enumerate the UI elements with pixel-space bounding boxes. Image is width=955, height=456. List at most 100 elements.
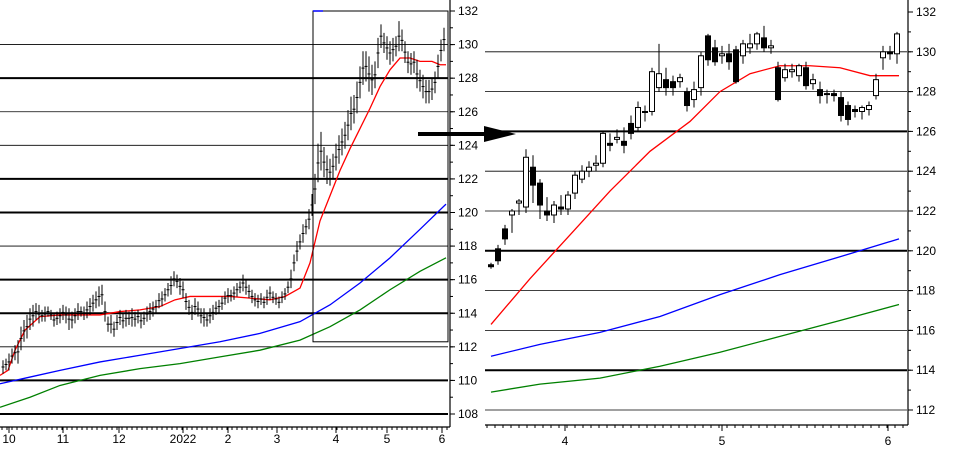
y-tick-label: 112 [916,403,935,417]
candle-body [789,69,795,73]
y-tick-label: 128 [916,85,936,99]
series-line-2 [0,257,447,408]
candle-body [698,55,704,89]
candle-body [544,210,550,216]
candle-body [747,43,753,49]
candle-body [852,109,858,113]
y-tick-label: 124 [916,164,936,178]
candle-body [516,200,522,204]
candle-body [530,166,536,186]
candle-body [859,107,865,112]
y-tick-label: 122 [916,204,936,218]
y-tick-label: 116 [458,273,477,287]
candle-body [635,107,641,128]
candle-body [565,194,571,210]
candle-body [796,65,802,77]
candle-body [537,182,543,206]
series-line-0 [0,57,446,376]
x-tick-label: 4 [333,432,340,446]
candle-body [817,89,823,97]
y-tick-label: 108 [458,407,478,421]
y-tick-label: 114 [458,306,477,320]
candle-body [642,111,648,113]
x-tick-label: 6 [439,432,446,446]
candle-body [824,93,830,96]
candle-body [754,33,760,45]
y-tick-label: 126 [458,105,478,119]
candle-body [593,162,599,166]
candle-body [810,79,816,85]
candle-body [579,170,585,180]
candle-body [873,79,879,97]
y-tick-label: 122 [458,172,478,186]
candle-body [894,33,900,55]
y-tick-label: 132 [458,4,478,18]
candle-body [523,156,529,208]
series-line-0 [490,65,899,325]
candle-body [733,49,739,83]
candle-body [782,69,788,79]
candle-body [495,248,501,262]
x-tick-label: 10 [2,432,16,446]
x-tick-label: 5 [384,432,391,446]
candle-body [775,67,781,101]
candle-body [768,45,774,49]
candle-body [488,264,494,268]
candle-body [838,97,844,116]
candle-body [600,132,606,164]
y-tick-label: 120 [458,206,478,220]
x-tick-label: 2022 [170,432,197,446]
series-line-2 [490,303,900,393]
x-tick-label: 6 [885,434,892,448]
candle-body [586,166,592,172]
candle-body [509,210,515,216]
candle-body [887,51,893,55]
candle-body [705,35,711,61]
candle-body [656,73,662,89]
candle-body [670,81,676,89]
chart-panel-right: 112 114 116 118 120 122 124 126 128 130 132 4 5 6 [485,0,936,448]
x-tick-label: 2 [225,432,232,446]
y-tick-label: 114 [916,363,935,377]
y-tick-label: 126 [916,124,936,138]
y-tick-label: 130 [916,45,936,59]
y-tick-label: 120 [916,244,936,258]
candle-body [691,89,697,101]
y-tick-label: 118 [916,284,935,298]
y-tick-label: 130 [458,38,478,52]
candle-body [831,93,837,97]
candle-body [607,142,613,146]
y-tick-label: 116 [916,323,935,337]
x-tick-label: 11 [57,432,70,446]
y-tick-label: 128 [458,71,478,85]
series-line-1 [0,203,447,385]
candle-body [880,51,886,59]
chart-panel-left: 1081101121141161181201221241261281301321… [0,0,478,446]
x-tick-label: 12 [112,432,126,446]
candle-body [621,140,627,146]
y-tick-label: 124 [458,138,478,152]
candle-body [761,37,767,49]
candle-body [712,47,718,63]
x-tick-label: 3 [274,432,281,446]
zoom-region-box [312,10,449,343]
y-tick-label: 112 [458,340,477,354]
candle-body [614,136,620,140]
candle-body [845,105,851,120]
candle-body [663,79,669,89]
candle-body [726,53,732,63]
y-tick-label: 118 [458,239,477,253]
series-line-1 [490,238,900,357]
candle-body [803,67,809,87]
candle-body [740,43,746,57]
candle-body [719,53,725,57]
candle-body [628,122,634,134]
candle-body [866,105,872,111]
candle-body [649,71,655,112]
candle-body [677,77,683,83]
candle-body [502,228,508,240]
x-tick-label: 5 [719,434,726,448]
y-tick-label: 132 [916,5,936,19]
